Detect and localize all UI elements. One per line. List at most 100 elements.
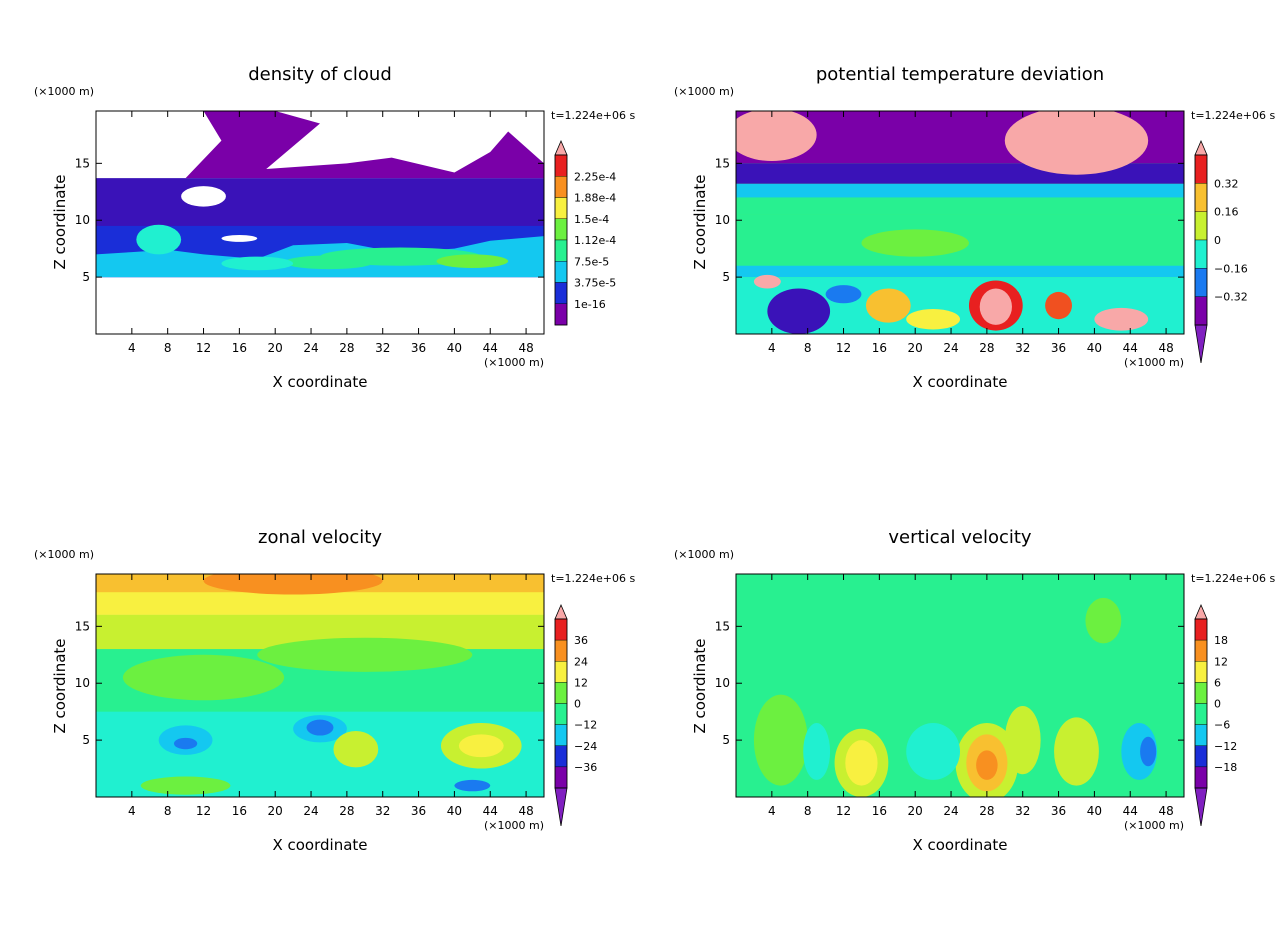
x-tick-label: 20: [908, 804, 923, 818]
colorbar-max-arrow: [1194, 603, 1208, 620]
contour-region: [203, 574, 383, 595]
colorbar-label: 7.5e-5: [574, 255, 609, 268]
contour-region: [221, 256, 294, 271]
x-tick-label: 32: [1015, 804, 1030, 818]
contour-region: [865, 288, 911, 323]
x-tick-label: 8: [164, 804, 172, 818]
x-axis-label: X coordinate: [272, 836, 367, 854]
colorbar: 18 12 6 0 −6 −12 −18: [1194, 603, 1237, 827]
x-tick-label: 24: [943, 804, 958, 818]
colorbar-label: −6: [1214, 719, 1230, 732]
x-tick-label: 28: [979, 341, 994, 355]
x-tick-label: 36: [1051, 804, 1066, 818]
colorbar-swatch: [1194, 211, 1208, 241]
x-tick-label: 32: [375, 804, 390, 818]
x-unit-label: (×1000 m): [1124, 819, 1184, 832]
x-tick-label: 20: [268, 341, 283, 355]
y-tick-label: 15: [75, 156, 90, 170]
colorbar-frame: [1194, 618, 1208, 789]
time-label: t=1.224e+06 s: [551, 109, 635, 122]
contour-region: [136, 224, 182, 255]
y-tick-label: 15: [75, 619, 90, 633]
contour-region: [906, 723, 960, 780]
x-tick-label: 44: [1123, 804, 1138, 818]
colorbar-label: 1e-16: [574, 298, 606, 311]
contour-region: [861, 229, 969, 257]
y-unit-label: (×1000 m): [674, 548, 734, 561]
chart-title: vertical velocity: [888, 527, 1032, 548]
contour-region: [140, 776, 231, 795]
y-unit-label: (×1000 m): [674, 85, 734, 98]
colorbar-swatch: [1194, 154, 1208, 184]
contour-band: [736, 197, 1184, 215]
colorbar-label: 1.88e-4: [574, 192, 616, 205]
colorbar-label: −24: [574, 740, 597, 753]
y-tick-label: 10: [75, 676, 90, 690]
panel-potential-temperature-deviation: potential temperature deviation (×1000 m…: [674, 64, 1275, 391]
colorbar-swatch: [1194, 724, 1208, 746]
panel-zonal-velocity: zonal velocity (×1000 m) t=1.224e+06 s X…: [34, 527, 635, 854]
colorbar-swatch: [1194, 618, 1208, 641]
colorbar: 2.25e-4 1.88e-4 1.5e-4 1.12e-4 7.5e-5 3.75e-5…: [554, 139, 616, 326]
chart-title: density of cloud: [248, 64, 392, 85]
colorbar-swatch: [554, 661, 568, 683]
contour-region: [825, 285, 862, 304]
colorbar-swatch: [1194, 296, 1208, 326]
x-tick-label: 12: [836, 804, 851, 818]
x-tick-label: 32: [1015, 341, 1030, 355]
colorbar-swatch: [554, 703, 568, 725]
x-tick-label: 28: [339, 341, 354, 355]
plot-frame: [735, 573, 1185, 798]
colorbar-swatch: [554, 282, 568, 304]
colorbar-label: 12: [1214, 655, 1228, 668]
x-tick-label: 48: [1158, 804, 1173, 818]
plot-area: [96, 574, 544, 797]
contour-region: [979, 288, 1012, 325]
x-tick-label: 40: [447, 804, 462, 818]
x-tick-label: 24: [303, 341, 318, 355]
y-tick-label: 10: [715, 676, 730, 690]
contour-region: [1094, 307, 1149, 331]
y-tick-label: 5: [722, 733, 730, 747]
x-tick-label: 32: [375, 341, 390, 355]
x-tick-label: 44: [1123, 341, 1138, 355]
colorbar-swatch: [554, 724, 568, 746]
x-axis-label: X coordinate: [272, 373, 367, 391]
colorbar-swatch: [1194, 268, 1208, 297]
colorbar-label: 36: [574, 634, 588, 647]
contour-region: [333, 731, 379, 768]
panel-density-of-cloud: density of cloud (×1000 m) t=1.224e+06 s…: [34, 64, 635, 391]
colorbar-label: 0: [574, 698, 581, 711]
clear-patch: [221, 235, 258, 242]
y-tick-label: 15: [715, 156, 730, 170]
colorbar-max-arrow: [554, 139, 568, 156]
x-tick-label: 12: [836, 341, 851, 355]
colorbar-swatch: [554, 154, 568, 177]
contour-region: [976, 750, 998, 780]
contour-region: [767, 288, 831, 334]
colorbar-swatch: [554, 303, 568, 326]
warm-anomaly: [1004, 111, 1149, 175]
x-unit-label: (×1000 m): [1124, 356, 1184, 369]
x-tick-label: 36: [411, 804, 426, 818]
colorbar-label: 18: [1214, 634, 1228, 647]
x-unit-label: (×1000 m): [484, 819, 544, 832]
x-tick-label: 4: [128, 341, 136, 355]
x-tick-label: 20: [908, 341, 923, 355]
colorbar-swatch: [554, 618, 568, 641]
x-tick-label: 44: [483, 804, 498, 818]
colorbar-swatch: [1194, 639, 1208, 662]
x-axis-label: X coordinate: [912, 836, 1007, 854]
contour-band: [736, 265, 1184, 278]
x-tick-label: 44: [483, 341, 498, 355]
colorbar: 36 24 12 0 −12 −24 −36: [554, 603, 597, 827]
x-unit-label: (×1000 m): [484, 356, 544, 369]
contour-region: [1045, 291, 1073, 320]
clear-patch: [181, 186, 226, 207]
panel-vertical-velocity: vertical velocity (×1000 m) t=1.224e+06 …: [674, 527, 1275, 854]
x-tick-label: 40: [447, 341, 462, 355]
colorbar-swatch: [554, 261, 568, 283]
colorbar-min-arrow: [554, 787, 568, 827]
x-tick-label: 12: [196, 341, 211, 355]
y-tick-label: 10: [75, 213, 90, 227]
